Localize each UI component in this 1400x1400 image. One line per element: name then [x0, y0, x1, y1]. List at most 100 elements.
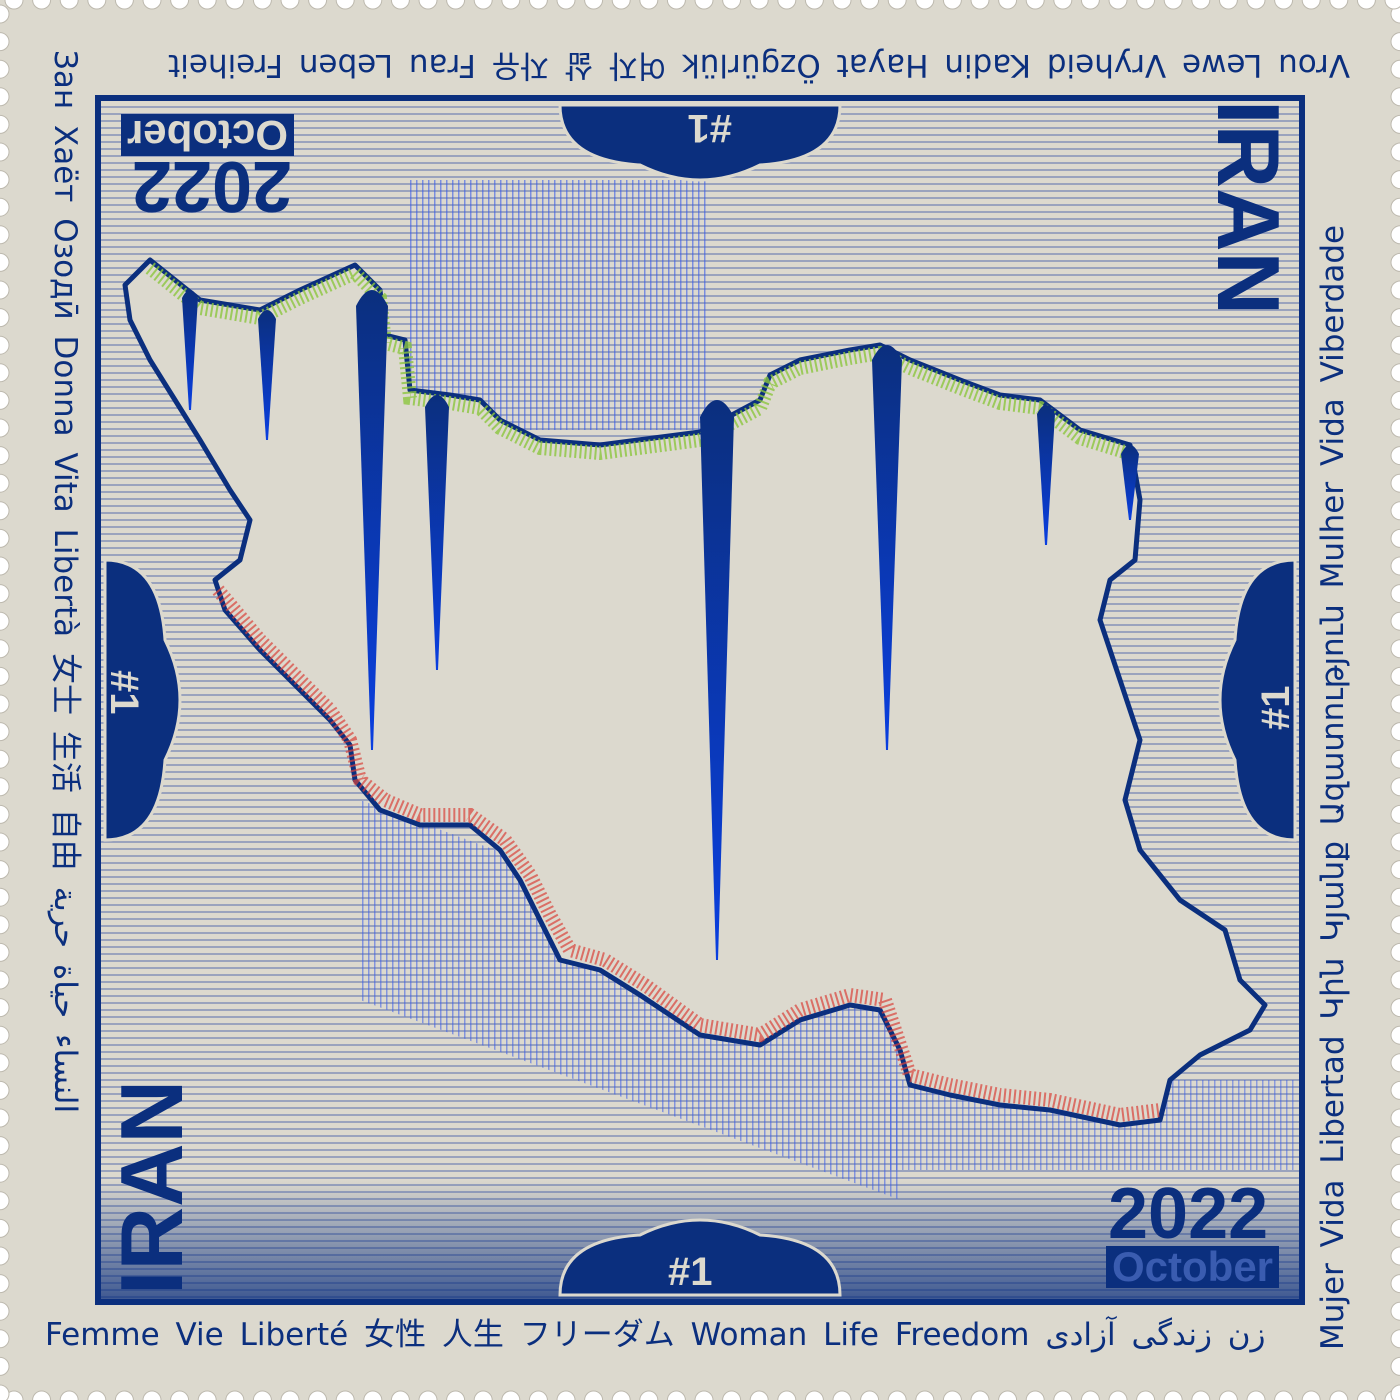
perforation-hole — [528, 0, 548, 10]
perforation-hole — [0, 1025, 10, 1045]
perforation-hole — [418, 0, 438, 10]
perforation-hole — [1390, 390, 1400, 410]
perforation-hole — [0, 87, 10, 107]
perforation-hole — [197, 1390, 217, 1400]
rain-streaks-south — [360, 800, 900, 1200]
perforation-hole — [1390, 777, 1400, 797]
perforation-hole — [1390, 556, 1400, 576]
perforation-hole — [1390, 998, 1400, 1018]
perforation-hole — [0, 915, 10, 935]
perforation-hole — [942, 0, 962, 10]
perforation-hole — [1025, 1390, 1045, 1400]
perforation-hole — [473, 0, 493, 10]
perforation-hole — [0, 1329, 10, 1349]
perforation-hole — [0, 280, 10, 300]
perforation-hole — [1390, 749, 1400, 769]
icicle — [425, 395, 449, 670]
perforation-hole — [1390, 418, 1400, 438]
perforation-hole — [0, 1053, 10, 1073]
perforation-hole — [0, 804, 10, 824]
perforation-hole — [722, 0, 742, 10]
perforation-hole — [777, 0, 797, 10]
icicle — [872, 345, 902, 750]
perforation-hole — [970, 1390, 990, 1400]
perforation-hole — [0, 611, 10, 631]
perforation-hole — [0, 197, 10, 217]
perforation-hole — [1301, 0, 1321, 10]
perforation-hole — [1218, 1390, 1238, 1400]
perforation-hole — [280, 0, 300, 10]
perforation-hole — [1329, 0, 1349, 10]
perforation-hole — [0, 32, 10, 52]
perforation-hole — [1390, 1301, 1400, 1321]
number-badge-right: #1 — [1254, 685, 1298, 731]
perforation-hole — [280, 1390, 300, 1400]
perforation-hole — [0, 335, 10, 355]
perforation-hole — [32, 1390, 52, 1400]
perforation-hole — [749, 1390, 769, 1400]
perforation-hole — [1053, 1390, 1073, 1400]
perforation-hole — [694, 0, 714, 10]
perforation-hole — [860, 1390, 880, 1400]
perforation-hole — [0, 722, 10, 742]
perforation-hole — [1390, 887, 1400, 907]
perforation-hole — [59, 1390, 79, 1400]
perforation-hole — [694, 1390, 714, 1400]
perforation-hole — [1390, 1108, 1400, 1128]
perforation-hole — [998, 1390, 1018, 1400]
perforation-hole — [418, 1390, 438, 1400]
perforation-hole — [1390, 1329, 1400, 1349]
perforation-hole — [0, 556, 10, 576]
perforation-hole — [0, 970, 10, 990]
perforation-hole — [1390, 59, 1400, 79]
perforation-hole — [1390, 87, 1400, 107]
badge-top — [558, 103, 842, 182]
perforation-hole — [0, 308, 10, 328]
perforation-hole — [252, 1390, 272, 1400]
perforation-hole — [666, 0, 686, 10]
perforation-hole — [0, 1218, 10, 1238]
perforation-hole — [1080, 1390, 1100, 1400]
perforation-hole — [1390, 970, 1400, 990]
perforation-hole — [1301, 1390, 1321, 1400]
perforation-hole — [4, 0, 24, 10]
perforation-hole — [832, 1390, 852, 1400]
perforation-hole — [1390, 335, 1400, 355]
perforation-hole — [1163, 0, 1183, 10]
perforation-hole — [473, 1390, 493, 1400]
perforation-hole — [1329, 1390, 1349, 1400]
perforation-hole — [390, 0, 410, 10]
perforation-hole — [0, 639, 10, 659]
perforation-hole — [0, 1384, 10, 1400]
perforation-hole — [0, 1163, 10, 1183]
perforation-hole — [556, 0, 576, 10]
perforation-hole — [1390, 197, 1400, 217]
perforation-hole — [0, 114, 10, 134]
perforation-hole — [777, 1390, 797, 1400]
perforation-hole — [0, 59, 10, 79]
perforation-hole — [0, 777, 10, 797]
perforation-hole — [0, 225, 10, 245]
perforation-hole — [0, 446, 10, 466]
perforation-hole — [1390, 528, 1400, 548]
icicle — [700, 400, 734, 960]
perforation-hole — [0, 694, 10, 714]
perforation-hole — [363, 0, 383, 10]
perforation-hole — [501, 1390, 521, 1400]
perforation-hole — [0, 528, 10, 548]
north-edge-texture — [145, 262, 1131, 461]
perforation-hole — [1390, 1384, 1400, 1400]
perforation-hole — [1390, 252, 1400, 272]
perforation-hole — [1390, 694, 1400, 714]
perforation-hole — [1108, 1390, 1128, 1400]
perforation-hole — [0, 1136, 10, 1156]
perforation-hole — [0, 252, 10, 272]
perforation-hole — [197, 0, 217, 10]
perforation-hole — [1390, 1274, 1400, 1294]
perforation-hole — [1390, 584, 1400, 604]
perforation-hole — [611, 1390, 631, 1400]
perforation-hole — [639, 1390, 659, 1400]
